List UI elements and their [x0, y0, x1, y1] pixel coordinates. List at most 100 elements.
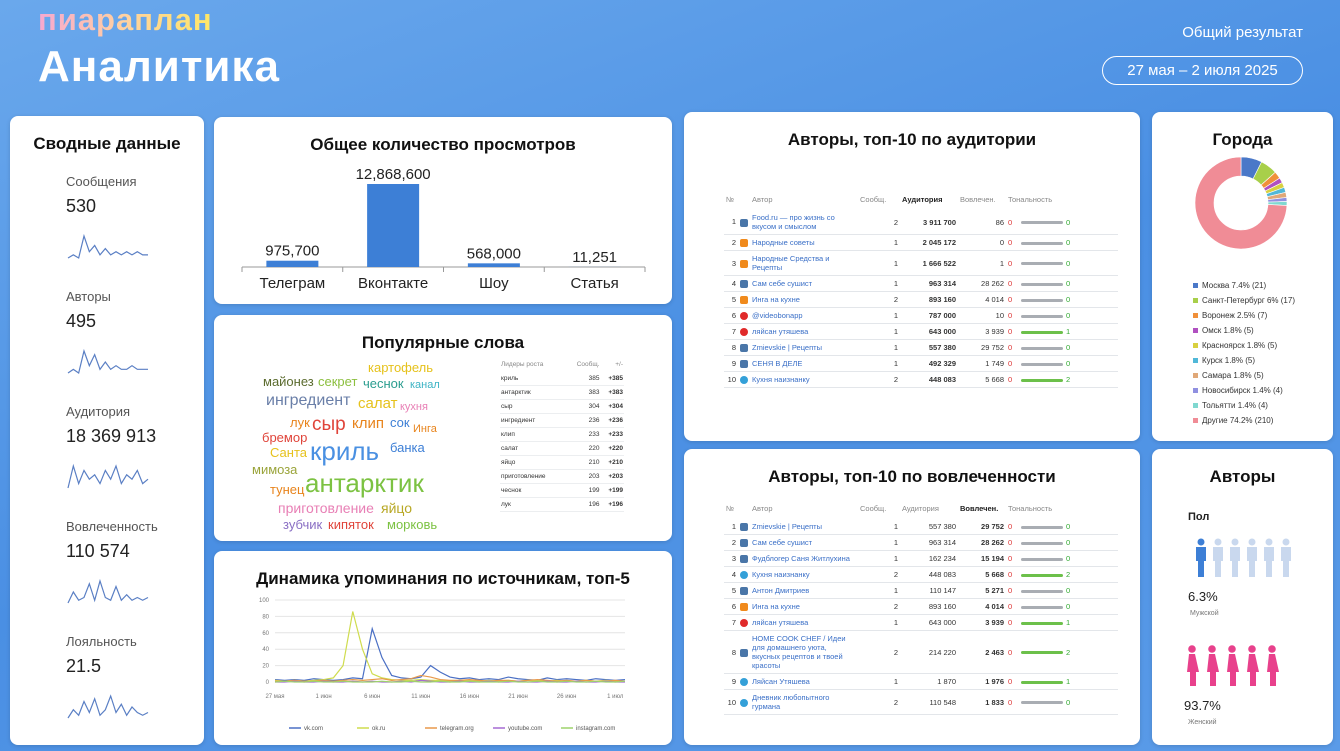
table-cell: +196: [600, 497, 624, 512]
author-name: Народные Средства и Рецепты: [750, 250, 858, 277]
author-name: ляйсан утяшева: [750, 323, 858, 341]
rank: 5: [731, 586, 736, 596]
category-label: Телеграм: [260, 275, 326, 292]
table-cell: 1: [858, 323, 900, 341]
table-row: 7 ляйсан утяшева 1 643 000 3 939 0 1: [724, 323, 1118, 341]
value-label: 12,868,600: [356, 166, 431, 183]
author-name: ляйсан утяшева: [750, 614, 858, 632]
table-cell: 3 939: [958, 323, 1006, 341]
table-cell: 1 976: [958, 673, 1006, 691]
table-cell: 963 314: [900, 275, 958, 293]
table-cell: 383: [565, 385, 601, 400]
table-row: 6 @videobonapp 1 787 000 10 0 0: [724, 307, 1118, 325]
legend-label: Самара 1.8% (5): [1202, 371, 1264, 380]
table-body: 1 Food.ru — про жизнь со вкусом и смыслом…: [724, 210, 1118, 389]
metric-label: Вовлеченность: [66, 519, 158, 534]
header-cell: Тональность: [1008, 504, 1053, 513]
table-cell: 1: [858, 339, 900, 357]
source-icon: [740, 648, 748, 657]
table-cell: 2: [858, 689, 900, 716]
table-row: криль 385 +385: [500, 372, 624, 386]
rank: 2: [731, 238, 736, 247]
table-cell: 963 314: [900, 534, 958, 552]
legend-label: youtube.com: [508, 726, 542, 732]
table-cell: +236: [600, 413, 624, 428]
author-name: Сам себе сушист: [750, 534, 858, 552]
rank-cell: 3: [724, 550, 750, 568]
y-tick-label: 100: [259, 598, 270, 604]
table-cell: 0: [958, 234, 1006, 252]
legend-label: Новосибирск 1.4% (4): [1202, 386, 1283, 395]
female-icons: [1187, 645, 1279, 686]
metric-label: Сообщения: [66, 174, 137, 189]
source-icon: [740, 360, 748, 369]
icon-body: [1227, 654, 1239, 686]
table-cell: +383: [600, 385, 624, 400]
table-cell: 2: [858, 598, 900, 616]
cloud-word: сыр: [312, 414, 346, 435]
rank-cell: 9: [724, 673, 750, 691]
cloud-word: картофель: [368, 360, 433, 375]
tonality-bar: [1021, 378, 1063, 382]
table-row: яйцо 210 +210: [500, 455, 624, 470]
positive-count: 0: [1066, 538, 1071, 548]
cloud-word: антарктик: [305, 468, 424, 498]
card-title: Авторы: [1209, 467, 1276, 486]
table-cell: 448 083: [900, 371, 958, 389]
table-row: 3 Народные Средства и Рецепты 1 1 666 522 1 0…: [724, 250, 1118, 277]
author-name: Фудблогер Саня Житлухина: [750, 550, 858, 568]
icon-body: [1213, 547, 1223, 577]
table-cell: 787 000: [900, 307, 958, 325]
negative-count: 0: [1008, 375, 1013, 385]
table-row: 2 Сам себе сушист 1 963 314 28 262 0 0: [724, 534, 1118, 552]
period[interactable]: 27 мая – 2 июля 2025: [1102, 56, 1303, 85]
positive-count: 2: [1066, 647, 1071, 657]
value-label: 93.7%: [1184, 698, 1221, 713]
table-cell: 4 014: [958, 598, 1006, 616]
rank: 6: [731, 602, 736, 612]
legend-label: Тольятти 1.4% (4): [1202, 401, 1268, 410]
category-label: Статья: [570, 275, 618, 292]
header-cell: Тональность: [1008, 195, 1053, 204]
header-cell: №: [726, 504, 735, 513]
y-tick-label: 40: [262, 647, 269, 653]
y-tick-label: 60: [262, 631, 269, 637]
author-name: HOME COOK CHEF / Идеи для домашнего уюта…: [750, 630, 858, 675]
rank-cell: 8: [724, 339, 750, 357]
table-row: 6 Инга на кухне 2 893 160 4 014 0 0: [724, 598, 1118, 616]
table-cell: 1: [858, 519, 900, 536]
table-cell: 2: [858, 291, 900, 309]
sparkline: [67, 348, 148, 374]
table-cell: 1: [858, 550, 900, 568]
tonality-bar: [1021, 362, 1063, 366]
rank: 4: [731, 279, 736, 289]
table-row: 1 Food.ru — про жизнь со вкусом и смыслом…: [724, 210, 1118, 235]
tonality-bar: [1021, 573, 1063, 577]
positive-count: 0: [1066, 238, 1071, 247]
author-name: Кухня наизнанку: [750, 371, 858, 389]
table-row: 7 ляйсан утяшева 1 643 000 3 939 0 1: [724, 614, 1118, 632]
table-cell: приготовление: [500, 469, 566, 484]
table-row: салат 220 +220: [500, 441, 624, 456]
page-title: Аналитика: [38, 42, 280, 91]
x-tick-label: 16 июн: [460, 694, 480, 700]
table-cell: +210: [600, 455, 624, 470]
rank-cell: 6: [724, 598, 750, 616]
table-cell: 220: [565, 441, 601, 456]
views-card: Общее количество просмотров 975,700 Телегр…: [214, 117, 672, 304]
table-cell: 1: [958, 250, 1006, 277]
tonality-bar: [1021, 701, 1063, 705]
negative-count: 0: [1008, 586, 1013, 596]
table-cell: 199: [565, 483, 601, 498]
metric-value: 18 369 913: [66, 426, 157, 446]
sparkline: [67, 578, 149, 604]
negative-count: 0: [1008, 554, 1013, 564]
line-chart: 0 20 40 60 80 100 27 мая 1 июн 6 июн 11 июн 16 июн…: [259, 598, 626, 732]
rank-cell: 3: [724, 250, 750, 277]
table-head: № Автор Сообщ. Аудитория Вовлечен. Тональност…: [724, 192, 1118, 210]
metric-label: Лояльность: [66, 634, 137, 649]
icon-head: [1188, 645, 1196, 653]
table-cell: 4 014: [958, 291, 1006, 309]
